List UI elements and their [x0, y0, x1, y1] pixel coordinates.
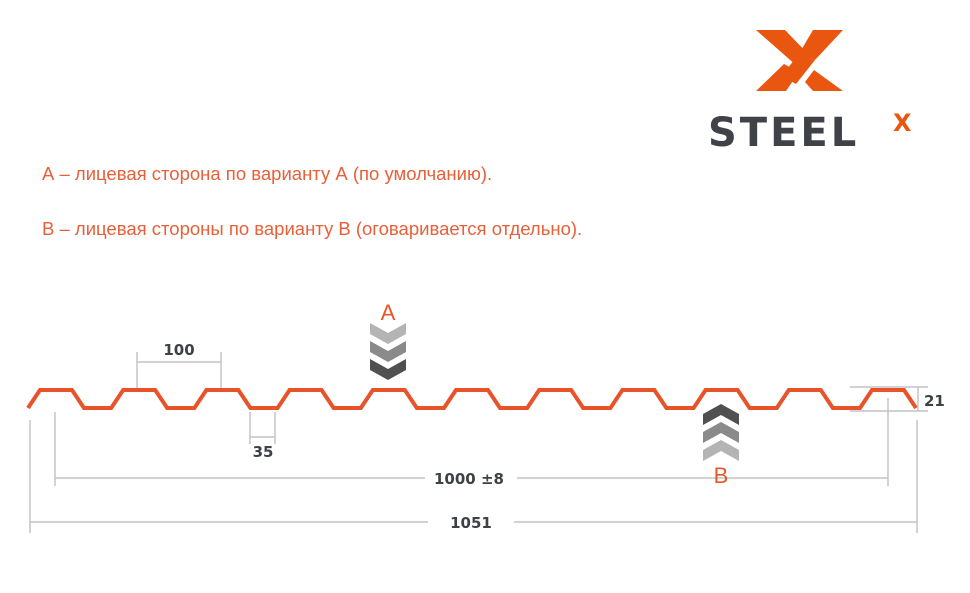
side-b-label: B	[714, 463, 729, 488]
legend-side-a: А – лицевая сторона по варианту А (по ум…	[42, 163, 493, 184]
trough-label: 35	[253, 443, 274, 461]
total-width-label: 1051	[450, 514, 492, 532]
dimension-height: 21	[850, 386, 945, 412]
chevron-down-icon	[370, 341, 406, 362]
logo-x-mark: X	[893, 109, 912, 137]
useful-width-label: 1000 ±8	[434, 470, 504, 488]
dimension-pitch: 100	[136, 341, 222, 388]
chevron-down-icon	[370, 323, 406, 344]
chevron-up-icon	[703, 404, 739, 425]
logo-wordmark: STEEL	[708, 110, 859, 156]
dimension-total-width: 1051	[29, 420, 918, 533]
dimension-trough: 35	[249, 412, 276, 461]
legend-side-b: В – лицевая стороны по варианту В (огова…	[42, 218, 583, 239]
side-a-arrow-icon	[370, 323, 406, 380]
chevron-up-icon	[703, 422, 739, 443]
steelx-logo: STEEL X	[708, 30, 912, 156]
chevron-down-icon	[370, 359, 406, 380]
height-label: 21	[924, 392, 945, 410]
chevron-up-icon	[703, 440, 739, 461]
side-a-label: A	[381, 300, 396, 325]
pitch-label: 100	[163, 341, 194, 359]
sheet-profile	[26, 388, 918, 410]
dimension-useful-width: 1000 ±8	[54, 398, 889, 488]
side-b-arrow-icon	[703, 404, 739, 461]
